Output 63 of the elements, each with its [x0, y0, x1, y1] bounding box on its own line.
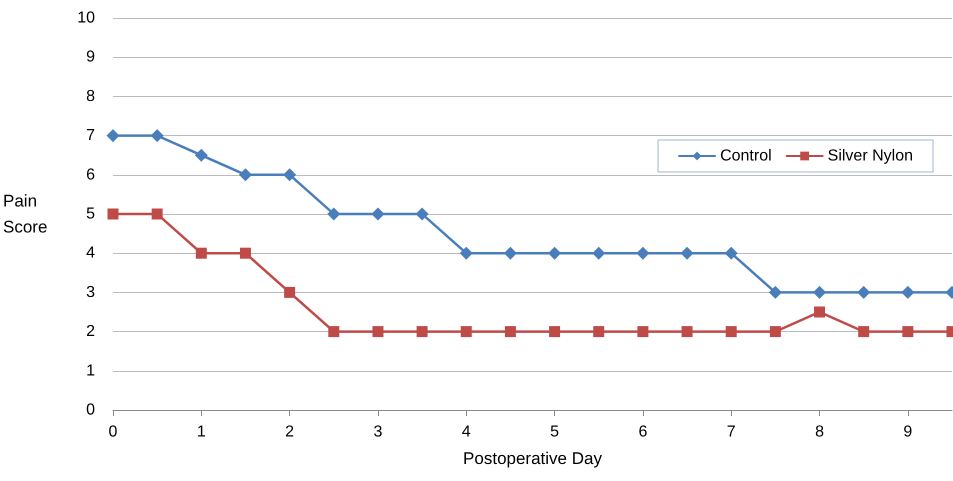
y-tick-label: 1: [86, 362, 96, 380]
y-tick-label: 4: [86, 244, 96, 262]
point: [814, 306, 826, 318]
legend-label: Silver Nylon: [828, 148, 913, 164]
y-tick-label: 10: [77, 10, 96, 26]
x-axis-title: Postoperative Day: [463, 449, 602, 468]
point: [592, 246, 606, 260]
x-tick-label: 5: [550, 424, 560, 440]
point: [636, 246, 650, 260]
point: [106, 129, 120, 142]
point: [857, 286, 870, 299]
point: [813, 286, 826, 299]
x-tick-label: 8: [815, 424, 824, 440]
point: [549, 326, 560, 338]
point: [327, 208, 340, 220]
x-tick-label: 1: [196, 424, 206, 440]
legend-label: Control: [720, 148, 772, 164]
y-tick-label: 2: [86, 323, 96, 340]
point: [416, 326, 428, 338]
point: [284, 286, 296, 298]
point: [770, 326, 781, 338]
point: [416, 208, 429, 220]
y-tick-label: 0: [86, 402, 96, 418]
point: [548, 246, 562, 260]
y-axis-title: Pain Score: [3, 192, 48, 236]
x-tick-label: 2: [285, 424, 294, 440]
x-tick-label: 9: [903, 424, 912, 440]
point: [902, 326, 914, 338]
x-tick-label: 3: [373, 424, 382, 440]
x-tick-label: 4: [462, 424, 471, 440]
point: [460, 246, 473, 260]
point: [593, 326, 604, 338]
point: [460, 326, 472, 338]
y-tick-label: 3: [86, 284, 96, 301]
point: [682, 326, 693, 338]
point: [240, 248, 251, 259]
point: [726, 326, 737, 338]
point: [194, 148, 208, 162]
x-tick-label: 0: [108, 424, 118, 440]
point: [768, 286, 782, 299]
point: [238, 168, 252, 182]
point: [196, 248, 207, 259]
x-tick-label: 6: [638, 424, 648, 440]
y-tick-label: 8: [86, 88, 96, 105]
point: [504, 326, 516, 338]
point: [680, 246, 694, 260]
y-tick-label: 6: [86, 166, 96, 184]
point: [858, 326, 870, 338]
point: [328, 326, 340, 338]
point: [108, 208, 118, 220]
point: [901, 286, 914, 299]
y-tick-label: 7: [86, 127, 96, 144]
point: [150, 129, 164, 142]
point: [372, 326, 384, 338]
point: [637, 326, 648, 338]
point: [371, 208, 384, 220]
point: [504, 246, 517, 260]
point: [724, 246, 738, 260]
x-tick-label: 7: [726, 424, 736, 440]
y-tick-label: 9: [86, 48, 96, 66]
point: [152, 208, 163, 220]
point: [283, 168, 296, 182]
y-tick-label: 5: [86, 206, 96, 222]
